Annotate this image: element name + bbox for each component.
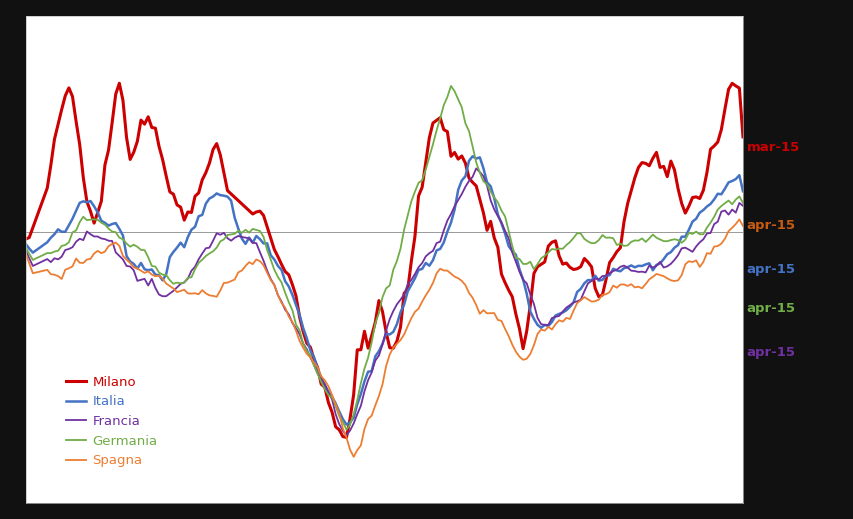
Text: apr-15: apr-15 <box>746 302 795 315</box>
Text: apr-15: apr-15 <box>746 346 795 359</box>
Text: apr-15: apr-15 <box>746 263 795 276</box>
Legend: Milano, Italia, Francia, Germania, Spagna: Milano, Italia, Francia, Germania, Spagn… <box>61 371 163 472</box>
Text: apr-15: apr-15 <box>746 219 795 232</box>
Text: mar-15: mar-15 <box>746 141 799 154</box>
